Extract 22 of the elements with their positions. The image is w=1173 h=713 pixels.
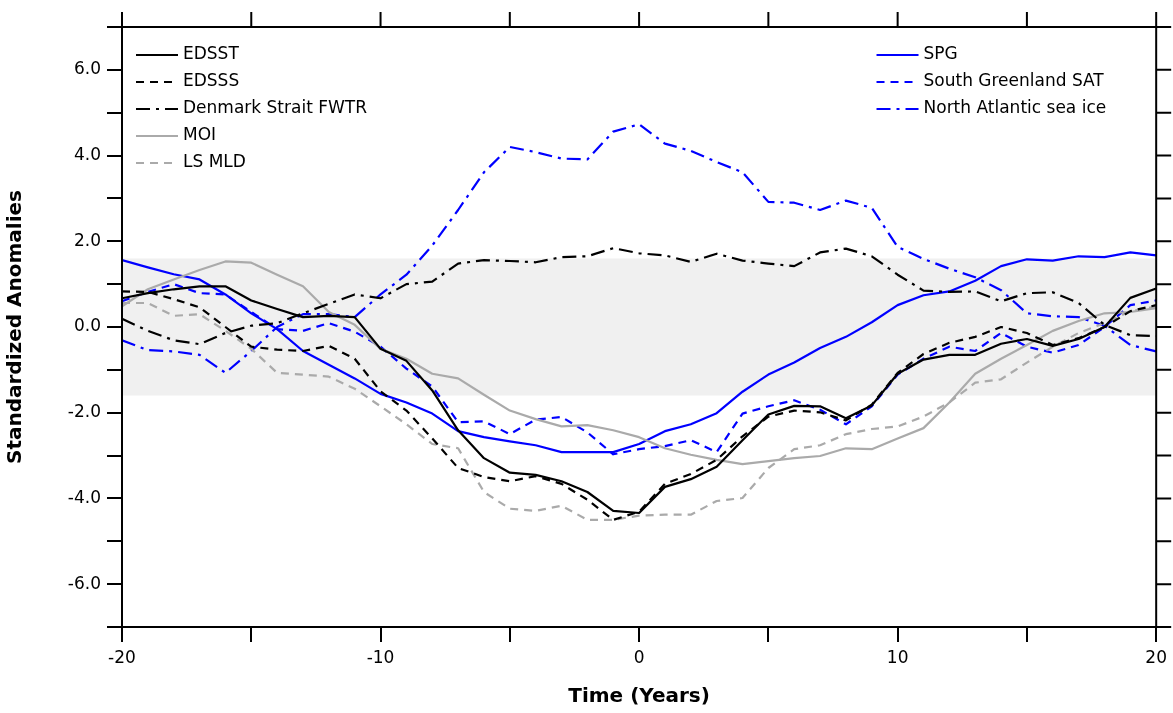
x-tick-label: 10	[886, 646, 909, 667]
legend-label: SPG	[923, 43, 958, 64]
y-tick-label: 0.0	[73, 315, 101, 336]
y-tick-label: -6.0	[67, 572, 101, 593]
legend-label: Denmark Strait FWTR	[183, 97, 368, 118]
x-tick-label: 0	[633, 646, 645, 667]
legend-label: North Atlantic sea ice	[923, 97, 1107, 118]
y-tick-label: 2.0	[73, 229, 101, 250]
x-tick-label: -20	[108, 646, 136, 667]
legend-label: MOI	[183, 124, 217, 145]
y-tick-label: 4.0	[73, 143, 101, 164]
x-tick-label: -10	[366, 646, 395, 667]
y-tick-label: -4.0	[67, 486, 101, 507]
legend-label: LS MLD	[183, 151, 246, 172]
x-tick-label: 20	[1145, 646, 1167, 667]
legend-label: EDSSS	[183, 70, 240, 91]
legend-label: South Greenland SAT	[923, 70, 1105, 91]
legend-label: EDSST	[183, 43, 240, 64]
y-tick-label: -2.0	[67, 401, 101, 422]
y-axis-title: Standardized Anomalies	[2, 189, 27, 465]
x-axis-title: Time (Years)	[568, 683, 710, 708]
y-tick-label: 6.0	[73, 58, 101, 79]
